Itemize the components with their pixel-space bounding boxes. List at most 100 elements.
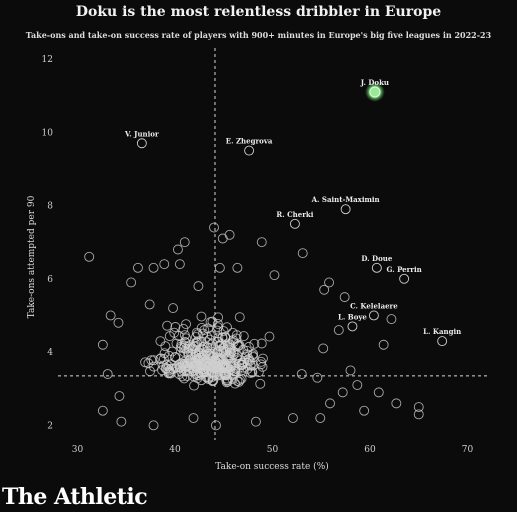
labeled-player-point bbox=[368, 310, 379, 321]
player-point bbox=[158, 353, 169, 364]
player-point bbox=[226, 347, 237, 358]
player-point bbox=[325, 398, 335, 409]
player-point bbox=[176, 339, 187, 349]
player-point bbox=[116, 416, 127, 427]
player-point bbox=[176, 342, 187, 353]
player-point bbox=[222, 322, 232, 333]
labeled-player-point bbox=[244, 145, 255, 156]
player-point bbox=[206, 352, 217, 363]
player-point bbox=[144, 299, 155, 310]
player-point bbox=[232, 350, 243, 361]
player-point bbox=[256, 237, 267, 248]
player-point bbox=[373, 387, 384, 398]
y-tick-label: 4 bbox=[47, 348, 53, 358]
x-tick-label: 30 bbox=[72, 445, 84, 455]
highlighted-player-point bbox=[369, 86, 381, 98]
player-label: L. Boye bbox=[338, 312, 367, 321]
player-point bbox=[255, 359, 266, 370]
player-point bbox=[179, 330, 190, 341]
chart-subtitle: Take-ons and take-on success rate of pla… bbox=[25, 30, 492, 40]
player-point bbox=[212, 318, 223, 329]
player-point bbox=[201, 372, 212, 383]
player-point bbox=[359, 405, 370, 416]
player-point bbox=[249, 338, 260, 349]
player-point bbox=[196, 311, 207, 322]
player-point bbox=[186, 349, 197, 359]
player-point bbox=[214, 262, 225, 273]
player-label: L. Kangin bbox=[423, 327, 461, 336]
player-point bbox=[253, 367, 264, 378]
player-label: E. Zhegrova bbox=[226, 137, 273, 146]
labeled-player-point bbox=[136, 138, 147, 149]
player-point bbox=[352, 380, 363, 390]
player-point bbox=[84, 251, 95, 262]
player-point bbox=[157, 365, 168, 376]
player-point bbox=[288, 413, 298, 423]
player-point bbox=[219, 363, 230, 374]
player-point bbox=[102, 369, 113, 380]
labeled-player-point bbox=[347, 321, 358, 332]
player-point bbox=[114, 391, 125, 401]
player-point bbox=[203, 323, 214, 334]
player-point bbox=[191, 337, 202, 348]
player-point bbox=[296, 369, 307, 380]
player-point bbox=[257, 353, 268, 364]
labeled-player-point bbox=[289, 218, 300, 229]
player-point bbox=[190, 341, 201, 352]
player-point bbox=[177, 371, 188, 382]
player-point bbox=[160, 341, 171, 352]
player-point bbox=[155, 354, 166, 365]
player-point bbox=[179, 237, 190, 248]
player-point bbox=[248, 352, 259, 362]
player-point bbox=[231, 333, 242, 344]
player-point bbox=[207, 338, 218, 349]
player-point bbox=[208, 375, 219, 386]
labeled-player-point bbox=[340, 204, 351, 215]
player-point bbox=[218, 345, 229, 356]
player-point bbox=[238, 331, 249, 342]
player-point bbox=[312, 372, 323, 383]
player-point bbox=[196, 368, 207, 379]
player-point bbox=[191, 361, 202, 372]
player-point bbox=[159, 259, 170, 270]
player-label: C. Kelelaere bbox=[350, 301, 398, 310]
player-point bbox=[126, 277, 137, 288]
player-point bbox=[256, 338, 267, 349]
x-tick-label: 40 bbox=[169, 445, 181, 455]
player-point bbox=[209, 222, 219, 233]
brand-logo: The Athletic bbox=[2, 484, 148, 510]
player-point bbox=[238, 344, 249, 355]
player-point bbox=[189, 380, 200, 391]
player-point bbox=[246, 366, 257, 377]
player-point bbox=[201, 360, 212, 371]
player-point bbox=[167, 346, 178, 357]
player-point bbox=[219, 367, 230, 378]
player-point bbox=[345, 365, 356, 376]
player-point bbox=[218, 326, 229, 336]
y-tick-label: 12 bbox=[42, 55, 53, 65]
player-point bbox=[247, 367, 258, 378]
player-point bbox=[170, 352, 181, 362]
y-axis-label: Take-ons attempted per 90 bbox=[27, 195, 37, 318]
player-point bbox=[155, 336, 166, 347]
x-axis-label: Take-on success rate (%) bbox=[215, 461, 329, 472]
player-point bbox=[105, 310, 116, 321]
player-point bbox=[230, 366, 240, 377]
player-point bbox=[269, 270, 280, 281]
player-point bbox=[391, 398, 402, 409]
player-point bbox=[324, 277, 334, 288]
labeled-player-point bbox=[399, 273, 410, 284]
player-point bbox=[113, 317, 124, 328]
player-point bbox=[232, 376, 243, 386]
player-point bbox=[97, 339, 108, 350]
player-point bbox=[213, 355, 224, 366]
player-point bbox=[237, 360, 247, 371]
player-point bbox=[213, 312, 224, 323]
y-tick-label: 2 bbox=[47, 421, 53, 431]
player-point bbox=[386, 314, 397, 325]
player-point bbox=[181, 319, 192, 330]
player-point bbox=[204, 334, 215, 345]
player-point bbox=[172, 244, 183, 255]
player-label: J. Doku bbox=[360, 78, 389, 87]
